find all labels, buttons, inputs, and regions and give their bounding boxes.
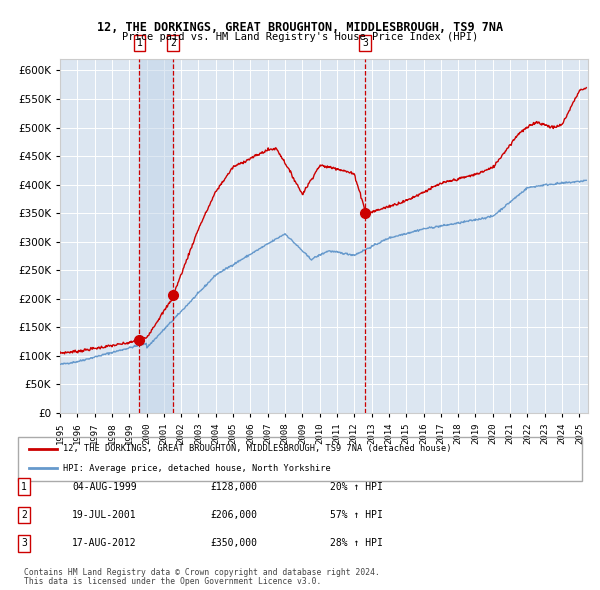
Text: 2: 2 xyxy=(21,510,27,520)
Text: 2: 2 xyxy=(170,38,176,48)
Text: 19-JUL-2001: 19-JUL-2001 xyxy=(72,510,137,520)
Text: HPI: Average price, detached house, North Yorkshire: HPI: Average price, detached house, Nort… xyxy=(63,464,331,473)
Text: 57% ↑ HPI: 57% ↑ HPI xyxy=(330,510,383,520)
Text: 12, THE DORKINGS, GREAT BROUGHTON, MIDDLESBROUGH, TS9 7NA: 12, THE DORKINGS, GREAT BROUGHTON, MIDDL… xyxy=(97,21,503,34)
Text: 1: 1 xyxy=(21,482,27,491)
Text: £206,000: £206,000 xyxy=(210,510,257,520)
Text: 28% ↑ HPI: 28% ↑ HPI xyxy=(330,539,383,548)
Bar xyxy=(139,59,173,413)
Text: 17-AUG-2012: 17-AUG-2012 xyxy=(72,539,137,548)
Text: £350,000: £350,000 xyxy=(210,539,257,548)
Text: 3: 3 xyxy=(362,38,368,48)
Text: This data is licensed under the Open Government Licence v3.0.: This data is licensed under the Open Gov… xyxy=(24,578,322,586)
Text: 04-AUG-1999: 04-AUG-1999 xyxy=(72,482,137,491)
Text: 1: 1 xyxy=(137,38,142,48)
Text: 3: 3 xyxy=(21,539,27,548)
Text: Price paid vs. HM Land Registry's House Price Index (HPI): Price paid vs. HM Land Registry's House … xyxy=(122,32,478,42)
Text: £128,000: £128,000 xyxy=(210,482,257,491)
Text: Contains HM Land Registry data © Crown copyright and database right 2024.: Contains HM Land Registry data © Crown c… xyxy=(24,568,380,577)
Text: 12, THE DORKINGS, GREAT BROUGHTON, MIDDLESBROUGH, TS9 7NA (detached house): 12, THE DORKINGS, GREAT BROUGHTON, MIDDL… xyxy=(63,444,452,454)
Text: 20% ↑ HPI: 20% ↑ HPI xyxy=(330,482,383,491)
